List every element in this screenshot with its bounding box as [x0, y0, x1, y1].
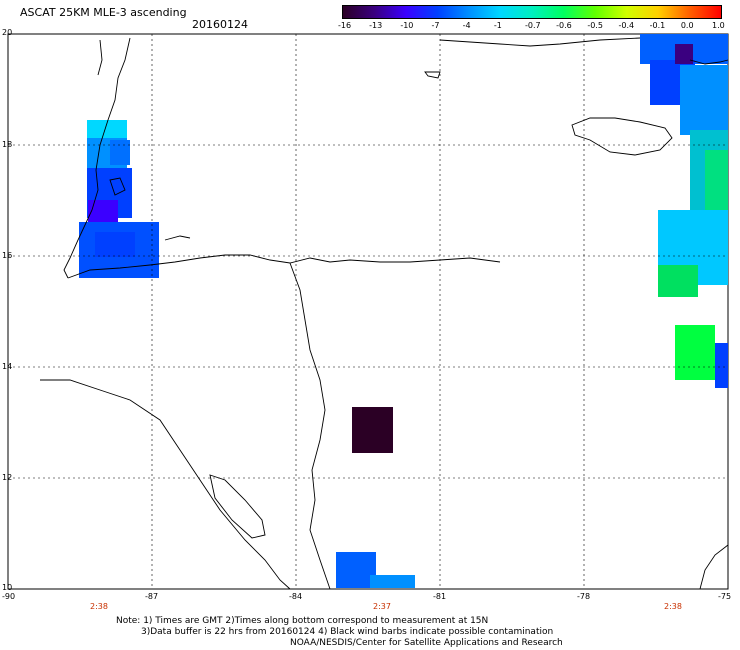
colorbar-label: -4	[462, 21, 471, 30]
lon-label-84: -84	[289, 592, 303, 601]
lat-label-16: 16	[2, 251, 13, 260]
colorbar-label: 1.0	[712, 21, 725, 30]
colorbar-label: -0.4	[618, 21, 635, 30]
footer-credit: NOAA/NESDIS/Center for Satellite Applica…	[290, 638, 563, 648]
grid-lines	[8, 34, 728, 589]
lat-label-12: 12	[2, 473, 13, 482]
lat-label-14: 14	[2, 362, 13, 371]
time-label-west: 2:38	[90, 602, 108, 611]
product-date: 20160124	[192, 18, 248, 31]
time-label-east: 2:38	[664, 602, 682, 611]
lat-label-18: 18	[2, 140, 13, 149]
coastlines	[40, 37, 729, 590]
colorbar-label: -10	[400, 21, 414, 30]
colorbar-label: -0.5	[587, 21, 603, 30]
colorbar-label: -13	[369, 21, 383, 30]
lon-label-75: -75	[718, 592, 732, 601]
lat-label-10: 10	[2, 583, 13, 592]
colorbar-label: -0.6	[556, 21, 572, 30]
wind-cells-honduras-gulf	[79, 120, 159, 278]
lat-label-20: 20	[2, 28, 13, 37]
colorbar-label: -7	[431, 21, 440, 30]
colorbar-label: -16	[338, 21, 352, 30]
lon-label-90: -90	[2, 592, 16, 601]
colorbar-label: 0.0	[680, 21, 694, 30]
footer-note-line2: 3)Data buffer is 22 hrs from 20160124 4)…	[141, 627, 554, 637]
colorbar-label: -0.7	[525, 21, 541, 30]
colorbar-gradient	[342, 5, 722, 19]
wind-cells-east	[640, 34, 728, 388]
colorbar-label: -1	[493, 21, 502, 30]
lon-label-87: -87	[145, 592, 159, 601]
lon-label-81: -81	[433, 592, 447, 601]
footer-note-line1: Note: 1) Times are GMT 2)Times along bot…	[116, 616, 489, 626]
colorbar-label: -0.1	[649, 21, 666, 30]
map-frame	[7, 33, 729, 590]
colorbar: -16 -13 -10 -7 -4 -1 -0.7 -0.6 -0.5 -0.4 -0.1 0.0 1.…	[338, 5, 725, 30]
lon-label-78: -78	[577, 592, 591, 601]
wind-cells-south	[336, 407, 415, 588]
product-title: ASCAT 25KM MLE-3 ascending	[20, 6, 187, 19]
time-label-center: 2:37	[373, 602, 391, 611]
